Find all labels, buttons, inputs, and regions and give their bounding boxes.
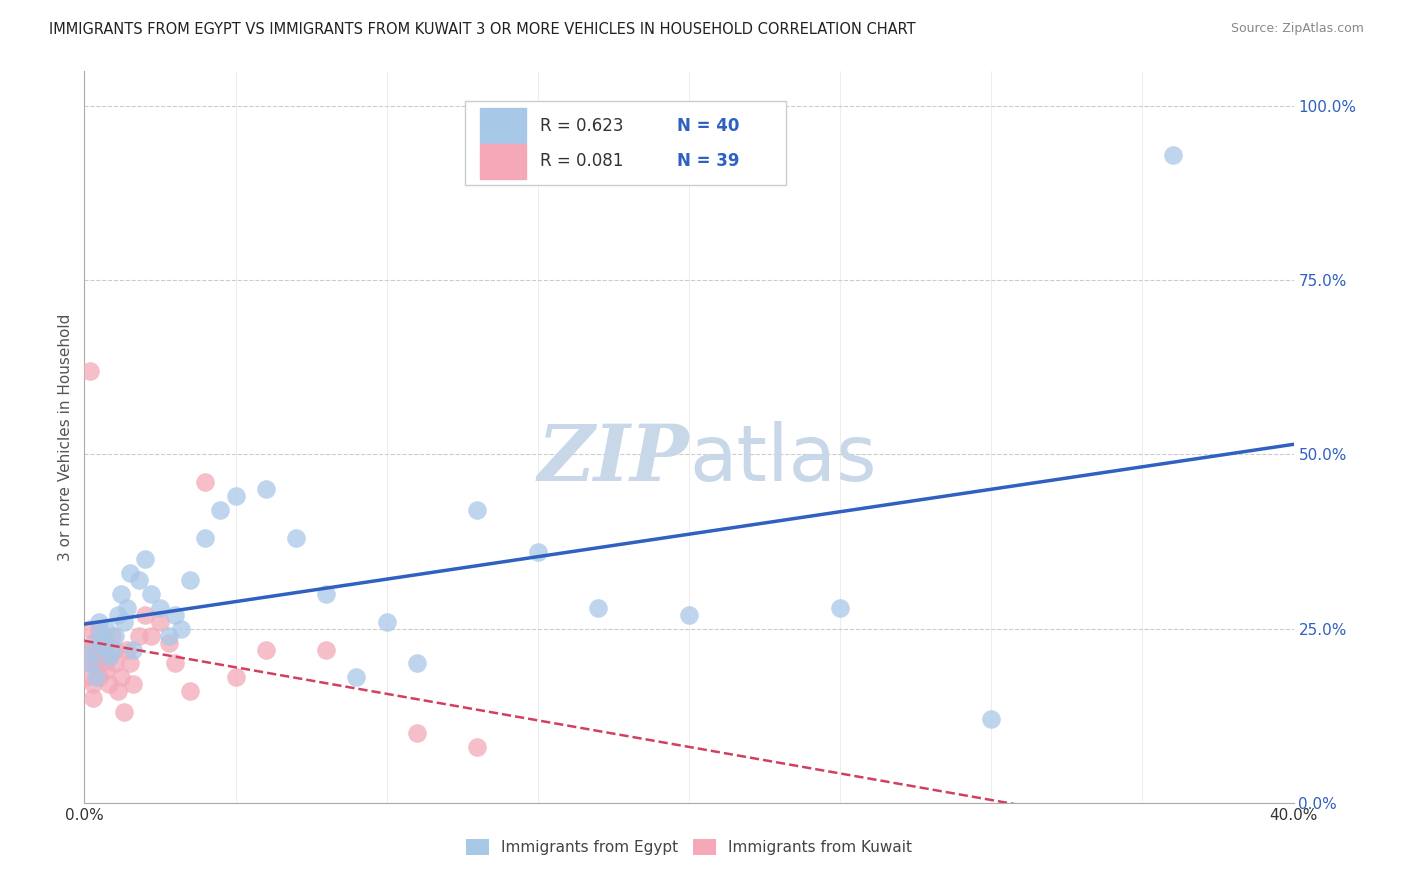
Point [97,677,120,691]
Point [97,649,120,664]
Point [76,670,98,684]
Point [91,642,114,657]
FancyBboxPatch shape [479,108,526,144]
Point [346,670,368,684]
Point [79,622,101,636]
Text: N = 39: N = 39 [676,153,740,170]
Point [89,670,111,684]
Point [86,657,108,671]
Text: ZIP: ZIP [537,421,689,497]
Point [139,629,162,643]
Point [527,545,550,559]
Point [89,615,111,629]
Text: atlas: atlas [689,421,876,497]
Point [91,657,114,671]
Point [89,622,111,636]
Point [107,684,129,698]
Point [104,657,127,671]
Point [406,726,429,740]
Point [209,503,232,517]
Point [121,642,143,657]
Point [118,657,141,671]
Point [110,670,132,684]
Point [467,503,489,517]
Point [89,629,111,643]
Point [980,712,1002,726]
Point [82,642,104,657]
Point [97,649,120,664]
Point [225,489,247,503]
Point [134,607,156,622]
Point [128,629,150,643]
Point [86,642,108,657]
Point [285,531,308,545]
Point [104,629,127,643]
Point [179,684,201,698]
Point [678,607,700,622]
Point [254,483,277,497]
Text: R = 0.081: R = 0.081 [540,153,640,170]
Legend: Immigrants from Egypt, Immigrants from Kuwait: Immigrants from Egypt, Immigrants from K… [460,833,918,861]
Point [86,670,108,684]
Point [128,573,150,587]
Point [254,642,277,657]
Point [194,531,217,545]
Point [100,629,122,643]
Point [91,635,114,649]
Point [179,573,201,587]
Point [94,622,117,636]
Point [82,677,104,691]
FancyBboxPatch shape [465,101,786,185]
Text: Source: ZipAtlas.com: Source: ZipAtlas.com [1230,22,1364,36]
Point [149,615,172,629]
Point [115,600,138,615]
Point [79,657,101,671]
Point [107,607,129,622]
Point [79,364,101,378]
Point [588,600,610,615]
Text: IMMIGRANTS FROM EGYPT VS IMMIGRANTS FROM KUWAIT 3 OR MORE VEHICLES IN HOUSEHOLD : IMMIGRANTS FROM EGYPT VS IMMIGRANTS FROM… [49,22,915,37]
Point [79,657,101,671]
FancyBboxPatch shape [479,144,526,178]
Point [157,629,180,643]
Point [82,635,104,649]
Point [149,600,172,615]
Point [110,587,132,601]
Point [139,587,162,601]
Text: N = 40: N = 40 [676,117,740,135]
Point [121,677,143,691]
Point [165,607,187,622]
Point [194,475,217,490]
Point [165,657,187,671]
Text: R = 0.623: R = 0.623 [540,117,640,135]
Point [170,622,193,636]
Point [94,635,117,649]
Point [375,615,398,629]
Point [82,691,104,706]
Point [100,642,122,657]
Point [115,642,138,657]
Point [134,552,156,566]
Point [112,705,135,719]
Point [104,642,127,657]
Point [315,642,337,657]
Point [1161,148,1184,162]
Point [112,615,135,629]
Point [315,587,337,601]
Point [94,664,117,678]
Point [467,740,489,755]
Point [406,657,429,671]
Point [225,670,247,684]
Point [118,566,141,580]
Y-axis label: 3 or more Vehicles in Household: 3 or more Vehicles in Household [58,313,73,561]
Point [76,642,98,657]
Point [830,600,852,615]
Point [157,635,180,649]
